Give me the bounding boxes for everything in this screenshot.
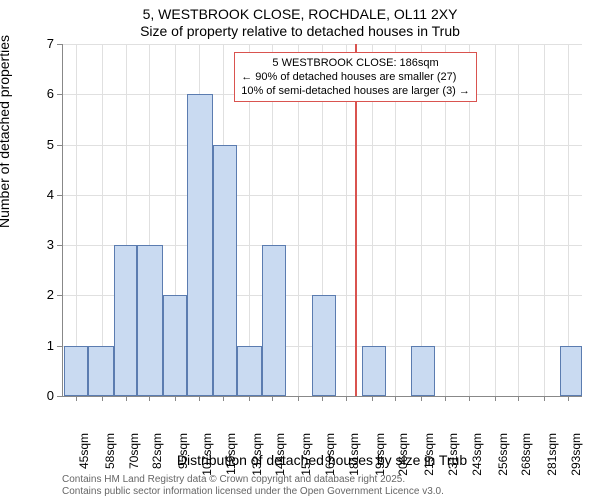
y-tick-label: 7 [34, 36, 54, 51]
histogram-bar [64, 346, 88, 396]
footer-line2: Contains public sector information licen… [62, 486, 444, 498]
y-tick-label: 5 [34, 137, 54, 152]
y-tick-label: 3 [34, 237, 54, 252]
footer-line1: Contains HM Land Registry data © Crown c… [62, 474, 444, 486]
histogram-bar [237, 346, 263, 396]
histogram-bar [312, 295, 336, 396]
annotation-line1: 5 WESTBROOK CLOSE: 186sqm [241, 56, 470, 70]
annotation-box: 5 WESTBROOK CLOSE: 186sqm← 90% of detach… [234, 52, 477, 103]
annotation-line3: 10% of semi-detached houses are larger (… [241, 84, 470, 98]
histogram-bar [411, 346, 435, 396]
chart-container: 5, WESTBROOK CLOSE, ROCHDALE, OL11 2XY S… [0, 0, 600, 500]
y-tick-label: 6 [34, 86, 54, 101]
chart-title-line1: 5, WESTBROOK CLOSE, ROCHDALE, OL11 2XY [0, 6, 600, 22]
histogram-bar [262, 245, 286, 396]
x-axis-line [62, 396, 582, 397]
y-axis-line [62, 44, 63, 396]
histogram-bar [187, 94, 213, 396]
histogram-bar [88, 346, 114, 396]
chart-title-line2: Size of property relative to detached ho… [0, 23, 600, 39]
histogram-bar [213, 145, 237, 396]
y-tick-label: 1 [34, 338, 54, 353]
annotation-line2: ← 90% of detached houses are smaller (27… [241, 70, 470, 84]
grid-line-vertical [76, 44, 77, 396]
histogram-bar [114, 245, 138, 396]
y-tick-label: 4 [34, 187, 54, 202]
y-tick-label: 0 [34, 388, 54, 403]
histogram-bar [362, 346, 386, 396]
footer-attribution: Contains HM Land Registry data © Crown c… [62, 474, 444, 498]
y-axis-label: Number of detached properties [0, 208, 12, 228]
histogram-bar [137, 245, 163, 396]
histogram-bar [560, 346, 582, 396]
x-axis-label: Distribution of detached houses by size … [62, 452, 582, 468]
grid-line-vertical [544, 44, 545, 396]
y-tick-label: 2 [34, 287, 54, 302]
grid-line-vertical [495, 44, 496, 396]
histogram-bar [163, 295, 187, 396]
grid-line-vertical [102, 44, 103, 396]
plot-area: 0123456745sqm58sqm70sqm82sqm95sqm107sqm1… [62, 44, 582, 396]
grid-line-vertical [518, 44, 519, 396]
grid-line-vertical [568, 44, 569, 396]
